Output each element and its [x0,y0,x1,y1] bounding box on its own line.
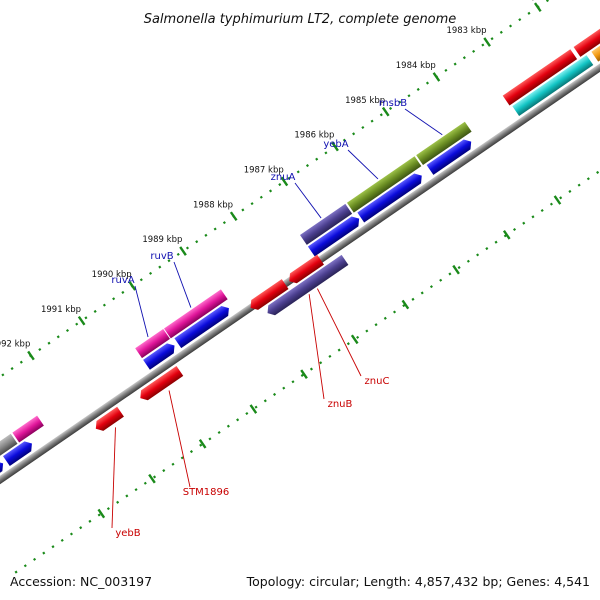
gene-label-znuc[interactable]: znuC [365,376,390,387]
outer-major-tick [179,246,187,256]
ruva-feature[interactable] [135,329,170,359]
outer-major-tick [27,350,35,361]
accession-text: Accession: NC_003197 [10,574,152,589]
tick-label: 1989 kbp [142,235,182,245]
gene-label-stm1896[interactable]: STM1896 [183,487,230,498]
ruvb-feature[interactable] [164,289,228,339]
outer-major-tick [483,37,491,47]
znuc-feature-b[interactable] [286,254,324,286]
inner-major-tick [97,508,106,519]
inner-tick-track [14,96,600,574]
tick-label: 1983 kbp [446,26,486,36]
outer-major-tick [331,141,339,152]
inner-major-tick [401,299,410,310]
gene-arrow[interactable] [357,171,425,223]
tick-label: 1992 kbp [0,340,30,350]
inner-major-tick [300,369,308,379]
gene-arrow[interactable] [307,214,363,257]
gene-label-ruvb[interactable]: ruvB [150,251,173,262]
map-frame [0,0,600,574]
gene-label-ruva[interactable]: ruvA [111,275,134,286]
outer-major-tick [77,315,86,326]
genome-summary-text: Topology: circular; Length: 4,857,432 bp… [246,574,590,589]
outer-major-tick [533,2,542,13]
outer-tick-track [0,0,600,434]
gene-callout-line [294,182,322,219]
gene-arrow[interactable] [426,137,475,175]
tick-labels: 1982 kbp 1983 kbp 1984 kbp 1985 kbp 1986 kbp… [0,0,537,350]
cds-feature[interactable] [573,24,600,57]
gene-label-msbb[interactable]: msbB [379,98,407,109]
gene-callout-line [111,427,116,529]
tick-label: 1982 kbp [497,0,537,1]
tick-label: 1985 kbp [345,96,385,106]
reverse-cds-row [92,254,349,434]
gene-label-yebb[interactable]: yebB [115,528,140,539]
znua-feature[interactable] [299,203,353,245]
tick-label: 1990 kbp [92,270,132,280]
gene-label-znub[interactable]: znuB [328,399,353,410]
tick-label: 1987 kbp [244,166,284,176]
inner-major-tick [249,404,258,414]
reverse-upper-row [512,29,600,116]
stm1896-feature[interactable] [137,365,184,403]
cds-feature[interactable] [0,433,18,464]
outer-major-tick [432,72,441,82]
inner-major-tick [553,195,562,205]
znuc-feature-a[interactable] [247,279,289,313]
gene-callout-line [308,294,325,400]
gene-callout-line [173,261,192,308]
gene-label-yeba[interactable]: yebA [323,139,348,150]
forward-cds-row [0,24,600,464]
gene-callout-line [347,149,379,180]
gene-callout-line [168,390,191,488]
tick-label: 1991 kbp [41,305,81,315]
forward-gene-row [0,137,475,481]
inner-major-tick [502,230,511,240]
gene-arrow[interactable] [2,439,35,466]
cds-feature[interactable] [512,55,594,116]
inner-major-tick [148,473,156,484]
inner-major-ticks [97,195,562,519]
cds-feature[interactable] [502,49,578,106]
outer-major-tick [280,176,289,187]
gene-callout-line [404,108,443,136]
yebb-feature[interactable] [92,406,124,434]
gene-callout-line [316,288,362,377]
inner-major-tick [452,264,460,275]
yeba-feature[interactable] [346,156,422,213]
gene-label-znua[interactable]: znuA [271,172,296,183]
inner-major-tick [350,334,359,345]
tick-label: 1988 kbp [193,200,233,210]
outer-major-tick [128,281,137,291]
outer-major-tick [229,211,238,222]
gene-arrow[interactable] [174,303,232,349]
outer-major-tick [381,106,390,117]
gene-labels: msbB yebA znuA ruvB ruvA znuC znuB STM1896 yebB [111,98,443,539]
msbb-feature[interactable] [416,121,472,166]
tick-label: 1984 kbp [396,61,436,71]
map-title: Salmonella typhimurium LT2, complete gen… [144,12,457,27]
gene-arrow[interactable] [143,341,178,370]
inner-major-tick [198,439,207,449]
znub-feature[interactable] [264,254,349,318]
tick-label: 1986 kbp [294,131,334,141]
gene-callout-line [134,285,149,338]
outer-major-ticks [27,2,542,361]
cds-feature[interactable] [12,415,44,443]
